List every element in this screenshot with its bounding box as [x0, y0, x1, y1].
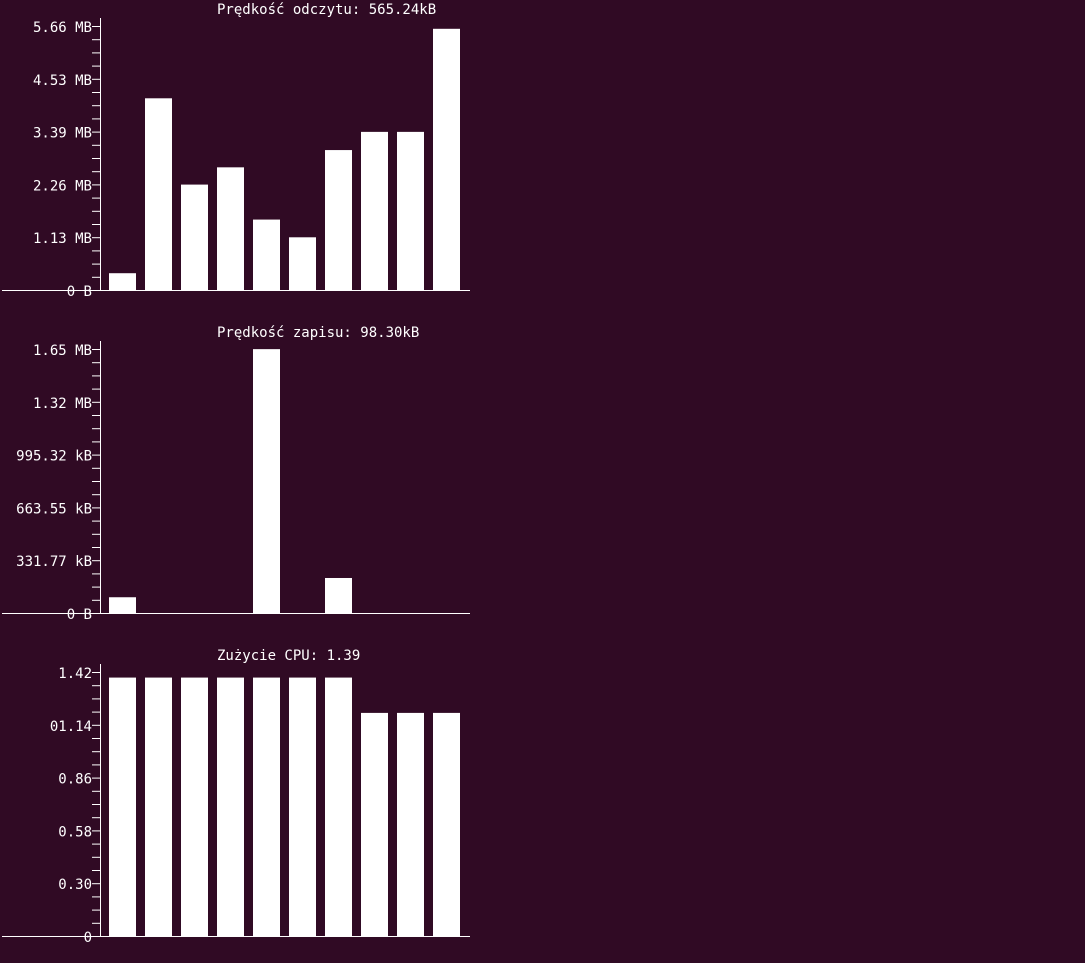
chart-read-bar [109, 273, 136, 290]
write-speed-title: Prędkość zapisu: 98.30kB [217, 325, 420, 341]
chart-cpu-bar [433, 712, 460, 936]
chart-write-tick-label: 331.77 kB [16, 554, 92, 570]
chart-cpu-bar [253, 677, 280, 936]
chart-cpu-bar [145, 677, 172, 936]
cpu-usage-title: Zużycie CPU: 1.39 [217, 648, 361, 664]
chart-cpu-bar [217, 677, 244, 936]
chart-write-bar [253, 349, 280, 613]
chart-read-bar [181, 184, 208, 290]
chart-read-bar [253, 219, 280, 290]
chart-read-tick-label: 4.53 MB [33, 73, 92, 89]
chart-write-bar [109, 597, 136, 613]
chart-cpu-tick-label: 0.30 [58, 877, 92, 893]
chart-cpu-tick-label: 0.86 [58, 772, 92, 788]
chart-cpu-bar [397, 712, 424, 936]
chart-read-tick-label: 5.66 MB [33, 20, 92, 36]
chart-cpu-bar [181, 677, 208, 936]
chart-write-bar [325, 577, 352, 613]
chart-write-tick-label: 1.32 MB [33, 396, 92, 412]
chart-cpu-tick-label: 1.42 [58, 666, 92, 682]
chart-write-tick-label: 995.32 kB [16, 449, 92, 465]
chart-read-tick-label: 0 B [67, 284, 92, 300]
chart-read-tick-label: 1.13 MB [33, 231, 92, 247]
chart-read-bar [325, 150, 352, 290]
chart-read-bar [145, 98, 172, 291]
chart-cpu-bar [109, 677, 136, 936]
chart-read-bar [217, 167, 244, 290]
chart-read-tick-label: 3.39 MB [33, 126, 92, 142]
chart-read-bar [289, 237, 316, 290]
chart-write-tick-label: 663.55 kB [16, 501, 92, 517]
chart-read-bar [433, 28, 460, 291]
chart-read-bar [397, 131, 424, 290]
chart-cpu-tick-label: 0 [84, 930, 92, 946]
chart-cpu-tick-label: 0.58 [58, 824, 92, 840]
chart-write-tick-label: 1.65 MB [33, 343, 92, 359]
chart-read-bar [361, 131, 388, 290]
chart-cpu-bar [361, 712, 388, 936]
chart-read-tick-label: 2.26 MB [33, 178, 92, 194]
chart-cpu-bar [289, 677, 316, 936]
chart-write-tick-label: 0 B [67, 607, 92, 623]
chart-cpu-bar [325, 677, 352, 936]
chart-cpu-tick-label: 01.14 [50, 719, 92, 735]
read-speed-title: Prędkość odczytu: 565.24kB [217, 2, 437, 18]
